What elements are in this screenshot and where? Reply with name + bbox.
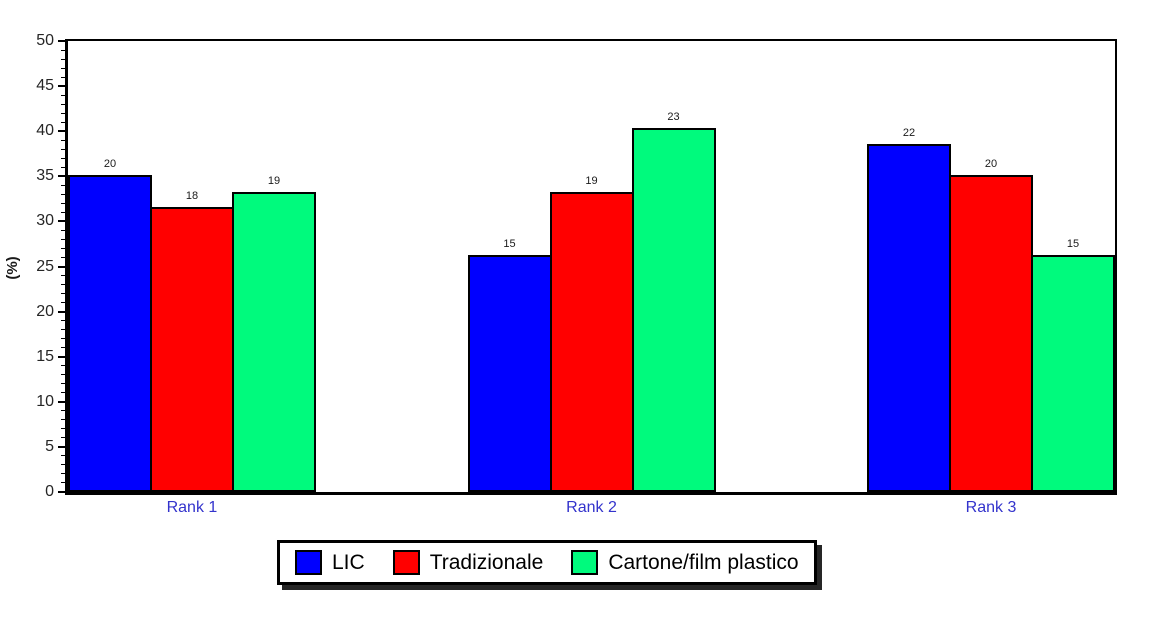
y-tick-label: 25 (36, 257, 54, 275)
bar (867, 143, 952, 492)
y-major-tick (58, 265, 65, 268)
y-minor-tick (61, 121, 65, 123)
bar (149, 206, 234, 492)
y-major-tick (58, 400, 65, 403)
legend-item-label: Cartone/film plastico (608, 550, 799, 574)
x-category-label: Rank 2 (566, 499, 617, 516)
y-tick-label: 5 (45, 437, 54, 455)
y-minor-tick (61, 347, 65, 349)
y-minor-tick (61, 94, 65, 96)
bar-value-label: 20 (103, 158, 117, 171)
y-minor-tick (61, 193, 65, 195)
y-tick-label: 40 (36, 122, 54, 140)
y-minor-tick (61, 139, 65, 141)
y-minor-tick (61, 103, 65, 105)
legend-item-label: LIC (332, 550, 365, 574)
y-minor-tick (61, 58, 65, 60)
bar-value-label: 20 (984, 158, 998, 171)
y-minor-tick (61, 202, 65, 204)
y-minor-tick (61, 211, 65, 213)
y-minor-tick (61, 157, 65, 159)
y-axis-ticks: 0 5 10 15 20 25 30 35 40 45 50 (0, 32, 65, 500)
y-major-tick (58, 355, 65, 358)
y-minor-tick (61, 383, 65, 385)
y-minor-tick (61, 67, 65, 69)
bar-value-label: 23 (667, 110, 680, 123)
bar (231, 191, 316, 492)
legend-swatch (571, 550, 599, 575)
y-minor-tick (61, 76, 65, 78)
y-minor-tick (61, 455, 65, 457)
bar (67, 175, 152, 492)
bar (631, 127, 716, 492)
y-minor-tick (61, 238, 65, 240)
y-major-tick (58, 310, 65, 313)
y-minor-tick (61, 49, 65, 51)
y-tick-label: 15 (36, 347, 54, 365)
bar (467, 254, 552, 492)
y-major-tick (58, 175, 65, 178)
y-minor-tick (61, 329, 65, 331)
plot-area: 20 18 19 15 19 23 22 20 15 (65, 39, 1117, 495)
y-minor-tick (61, 275, 65, 277)
y-minor-tick (61, 374, 65, 376)
y-tick-label: 30 (36, 212, 54, 230)
bar-value-label: 19 (267, 174, 281, 187)
y-tick-label: 20 (36, 302, 54, 320)
y-minor-tick (61, 166, 65, 168)
bar-value-label: 19 (585, 174, 598, 187)
y-minor-tick (61, 410, 65, 412)
y-minor-tick (61, 247, 65, 249)
legend-item-label: Tradizionale (429, 550, 544, 574)
y-major-tick (58, 130, 65, 133)
y-minor-tick (61, 437, 65, 439)
y-tick-label: 10 (36, 392, 54, 410)
y-minor-tick (61, 365, 65, 367)
bar (1031, 254, 1116, 492)
y-tick-label: 0 (45, 483, 54, 500)
y-major-tick (58, 220, 65, 223)
bar-value-label: 15 (503, 237, 516, 250)
y-minor-tick (61, 338, 65, 340)
y-minor-tick (61, 473, 65, 475)
legend: LIC Tradizionale Cartone/film plastico (277, 540, 817, 585)
x-category-label: Rank 3 (965, 499, 1017, 516)
y-minor-tick (61, 256, 65, 258)
y-minor-tick (61, 112, 65, 114)
bar (949, 175, 1034, 492)
legend-swatch (392, 550, 420, 575)
y-tick-label: 45 (36, 77, 54, 95)
y-minor-tick (61, 148, 65, 150)
y-minor-tick (61, 184, 65, 186)
bar-value-label: 18 (185, 189, 199, 202)
bar-value-label: 22 (902, 126, 916, 139)
legend-swatch (295, 550, 322, 575)
y-minor-tick (61, 293, 65, 295)
y-minor-tick (61, 482, 65, 484)
x-category-label: Rank 1 (166, 499, 218, 516)
y-minor-tick (61, 419, 65, 421)
y-tick-label: 50 (36, 32, 54, 49)
y-minor-tick (61, 320, 65, 322)
x-category-labels: Rank 1 Rank 2 Rank 3 (68, 499, 1115, 521)
bar (549, 191, 634, 492)
y-minor-tick (61, 229, 65, 231)
y-minor-tick (61, 284, 65, 286)
y-minor-tick (61, 464, 65, 466)
y-minor-tick (61, 392, 65, 394)
y-major-tick (58, 445, 65, 448)
y-major-tick (58, 40, 65, 42)
y-minor-tick (61, 428, 65, 430)
legend-item: LIC (295, 550, 365, 575)
bar-value-label: 15 (1066, 237, 1080, 250)
y-minor-tick (61, 302, 65, 304)
y-major-tick (58, 491, 65, 493)
y-tick-label: 35 (36, 167, 54, 185)
legend-item: Cartone/film plastico (571, 550, 799, 575)
legend-item: Tradizionale (392, 550, 544, 575)
y-major-tick (58, 85, 65, 88)
